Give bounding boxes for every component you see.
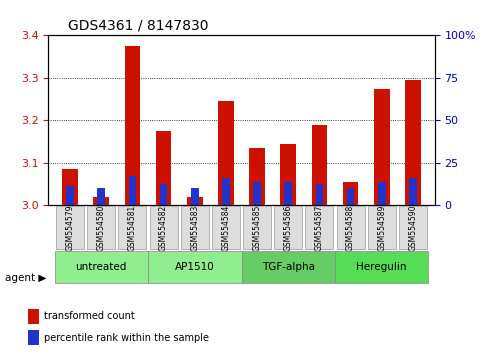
Text: transformed count: transformed count [44,311,134,321]
Bar [160,184,168,205]
Text: GSM554581: GSM554581 [128,204,137,251]
FancyBboxPatch shape [274,206,302,249]
Bar [62,169,78,205]
Bar [125,46,140,205]
FancyBboxPatch shape [243,206,271,249]
Text: percentile rank within the sample: percentile rank within the sample [44,332,209,343]
Bar [347,188,355,205]
FancyBboxPatch shape [335,251,428,283]
Text: untreated: untreated [75,262,127,272]
Bar [128,176,136,205]
Text: TGF-alpha: TGF-alpha [262,262,315,272]
Text: GSM554587: GSM554587 [315,204,324,251]
Text: GSM554586: GSM554586 [284,204,293,251]
Bar [253,182,261,205]
FancyBboxPatch shape [337,206,365,249]
Bar [409,178,417,205]
Text: GSM554580: GSM554580 [97,204,106,251]
Bar [187,197,202,205]
Bar [191,188,199,205]
FancyBboxPatch shape [212,206,240,249]
Text: GSM554584: GSM554584 [221,204,230,251]
FancyBboxPatch shape [305,206,333,249]
Text: GSM554589: GSM554589 [377,204,386,251]
FancyBboxPatch shape [87,206,115,249]
Text: GSM554579: GSM554579 [66,204,74,251]
Bar [284,182,292,205]
Text: agent ▶: agent ▶ [5,273,46,283]
Bar [28,330,40,345]
FancyBboxPatch shape [148,251,242,283]
FancyBboxPatch shape [118,206,146,249]
Bar [315,184,323,205]
Bar [98,188,105,205]
FancyBboxPatch shape [55,251,148,283]
Bar [281,144,296,205]
Text: GSM554582: GSM554582 [159,204,168,251]
Text: Heregulin: Heregulin [356,262,407,272]
Bar [374,88,389,205]
Bar [66,186,74,205]
Text: GSM554585: GSM554585 [253,204,262,251]
Bar [378,182,385,205]
Bar [312,125,327,205]
Bar [222,178,230,205]
Bar [343,182,358,205]
FancyBboxPatch shape [150,206,178,249]
Bar [249,148,265,205]
Text: GSM554588: GSM554588 [346,204,355,251]
Bar [218,101,234,205]
Bar [405,80,421,205]
FancyBboxPatch shape [242,251,335,283]
FancyBboxPatch shape [399,206,427,249]
FancyBboxPatch shape [368,206,396,249]
FancyBboxPatch shape [56,206,84,249]
Bar [94,197,109,205]
Bar [156,131,171,205]
FancyBboxPatch shape [181,206,209,249]
Bar [28,309,40,324]
Text: AP1510: AP1510 [175,262,214,272]
Text: GSM554590: GSM554590 [409,204,417,251]
Text: GSM554583: GSM554583 [190,204,199,251]
Text: GDS4361 / 8147830: GDS4361 / 8147830 [68,19,208,33]
